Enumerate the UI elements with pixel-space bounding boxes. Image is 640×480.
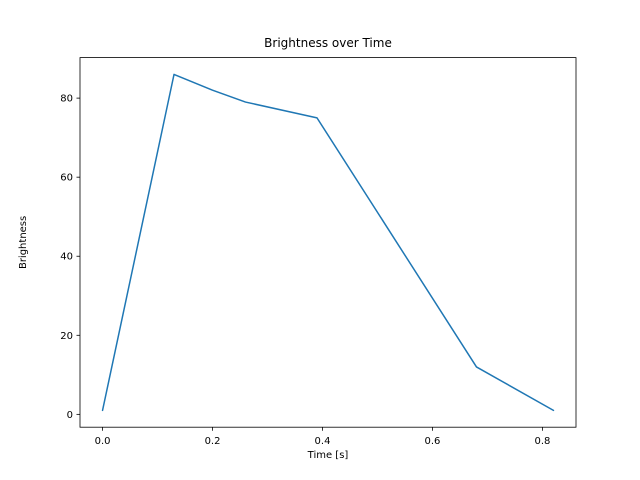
y-axis-label: Brightness xyxy=(18,216,29,269)
x-tick-label: 0.2 xyxy=(205,436,221,447)
y-tick-label: 20 xyxy=(60,331,73,342)
x-tick-label: 0.4 xyxy=(315,436,331,447)
y-tick-label: 60 xyxy=(60,173,73,184)
x-tick-label: 0.6 xyxy=(425,436,441,447)
y-tick-label: 40 xyxy=(60,252,73,263)
x-axis-label: Time [s] xyxy=(307,450,349,461)
brightness-series-line xyxy=(101,73,555,412)
chart-title: Brightness over Time xyxy=(264,36,392,50)
x-tick-label: 0.0 xyxy=(95,436,111,447)
x-tick-label: 0.8 xyxy=(535,436,551,447)
y-tick-label: 0 xyxy=(67,410,73,421)
axes-spines xyxy=(79,57,577,428)
plot-area xyxy=(80,57,576,428)
y-tick-label: 80 xyxy=(60,94,73,105)
